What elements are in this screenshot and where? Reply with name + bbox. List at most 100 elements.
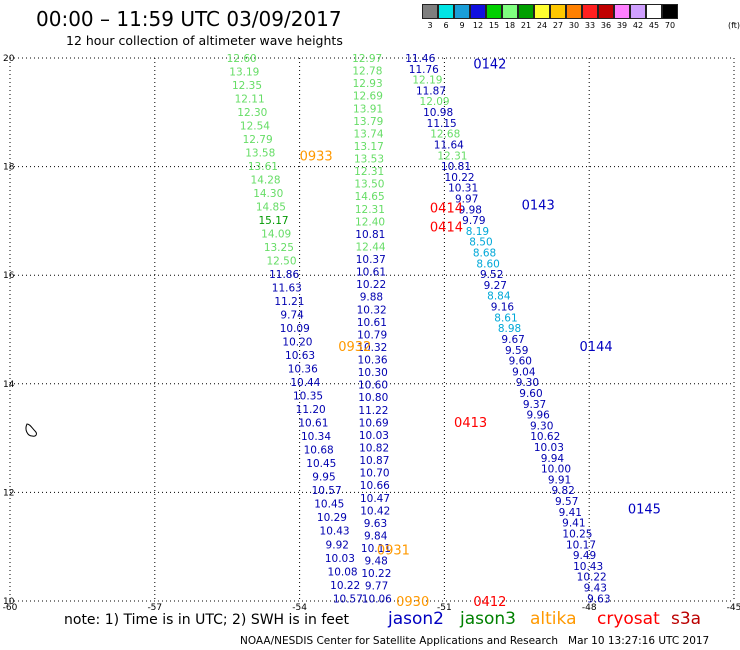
colorbar-label: 9 [459, 21, 465, 30]
wave-height-label: 9.98 [459, 204, 482, 216]
wave-height-label: 9.04 [512, 366, 536, 378]
wave-height-label: 9.95 [312, 472, 335, 484]
colorbar-label: 30 [568, 21, 580, 30]
wave-height-label: 10.69 [359, 417, 389, 429]
wave-height-label: 8.19 [466, 226, 489, 238]
x-tick-label: -51 [437, 603, 452, 613]
wave-height-label: 12.11 [235, 94, 265, 106]
wave-height-label: 10.57 [312, 485, 342, 497]
wave-height-label: 9.91 [548, 474, 571, 486]
wave-height-label: 10.20 [282, 337, 312, 349]
colorbar-swatch [438, 4, 454, 19]
grid-lines [9, 57, 735, 602]
wave-height-label: 10.45 [314, 499, 344, 511]
wave-height-label: 10.30 [358, 367, 388, 379]
colorbar-label: 18 [504, 21, 516, 30]
colorbar-swatch [566, 4, 582, 19]
wave-height-label: 11.64 [434, 139, 464, 151]
timestamp-text: Mar 10 13:27:16 UTC 2017 [568, 635, 710, 647]
wave-height-label: 8.84 [487, 291, 511, 303]
chart-subtitle: 12 hour collection of altimeter wave hei… [66, 33, 343, 48]
wave-height-label: 10.22 [361, 568, 391, 580]
y-tick-label: 10 [3, 597, 15, 607]
wave-height-label: 12.50 [266, 256, 296, 268]
wave-height-label: 11.76 [409, 64, 439, 76]
pass-id-label: 0932 [338, 340, 371, 355]
legend-jason2: jason2 [388, 609, 444, 629]
wave-height-label: 12.60 [227, 53, 257, 65]
wave-height-label: 12.79 [243, 134, 273, 146]
wave-height-label: 15.17 [259, 215, 289, 227]
wave-height-label: 10.63 [285, 350, 315, 362]
colorbar-swatch [550, 4, 566, 19]
wave-height-label: 8.98 [498, 323, 521, 335]
wave-height-label: 10.44 [290, 377, 320, 389]
wave-height-label: 10.22 [330, 580, 360, 592]
wave-height-label: 10.22 [356, 279, 386, 291]
wave-height-label: 12.31 [437, 150, 467, 162]
wave-height-label: 10.37 [356, 254, 386, 266]
wave-height-label: 10.36 [358, 355, 388, 367]
wave-height-label: 11.22 [358, 405, 388, 417]
wave-height-label: 11.21 [274, 296, 304, 308]
colorbar-swatch [630, 4, 646, 19]
colorbar-label: 24 [536, 21, 548, 30]
wave-height-label: 9.77 [365, 581, 388, 593]
wave-height-label: 13.53 [354, 154, 384, 166]
wave-height-label: 12.35 [232, 80, 262, 92]
wave-height-label: 9.96 [526, 410, 550, 422]
colorbar-swatch [598, 4, 614, 19]
pass-id-label: 0414 [430, 201, 463, 216]
pass-id-label: 0930 [396, 595, 429, 610]
colorbar-swatch [502, 4, 518, 19]
wave-height-label: 11.86 [269, 269, 299, 281]
y-tick-label: 20 [3, 54, 15, 64]
wave-height-label: 12.30 [237, 107, 267, 119]
wave-height-label: 12.68 [430, 129, 460, 141]
colorbar-label: 27 [552, 21, 564, 30]
wave-height-label: 14.65 [355, 191, 385, 203]
wave-height-label: 11.15 [427, 118, 457, 130]
wave-height-label: 10.66 [360, 480, 390, 492]
wave-height-label: 14.85 [256, 202, 286, 214]
wave-height-label: 12.78 [352, 66, 382, 78]
wave-height-label: 10.36 [288, 364, 318, 376]
wave-height-label: 10.43 [573, 561, 603, 573]
credit-text: NOAA/NESDIS Center for Satellite Applica… [240, 635, 558, 647]
wave-height-label: 10.11 [361, 543, 391, 555]
y-tick-label: 18 [3, 163, 15, 173]
wave-height-label: 11.87 [416, 85, 446, 97]
legend-jason3: jason3 [460, 609, 516, 629]
wave-height-label: 13.17 [354, 141, 384, 153]
wave-height-label: 10.61 [356, 267, 386, 279]
wave-height-label: 9.30 [516, 377, 539, 389]
x-tick-label: -60 [3, 603, 18, 613]
wave-height-label: 10.08 [328, 566, 358, 578]
wave-height-label: 13.79 [353, 116, 383, 128]
wave-height-label: 10.35 [293, 391, 323, 403]
x-tick-label: -48 [582, 603, 597, 613]
wave-height-label: 13.58 [245, 148, 275, 160]
wave-height-label: 13.61 [248, 161, 278, 173]
wave-height-label: 10.34 [301, 431, 331, 443]
wave-height-label: 10.98 [423, 107, 453, 119]
wave-height-label: 9.82 [551, 485, 574, 497]
wave-height-label: 8.61 [494, 312, 517, 324]
colorbar-swatch [582, 4, 598, 19]
wave-height-label: 10.61 [298, 418, 328, 430]
wave-height-label: 10.43 [320, 526, 350, 538]
wave-height-label: 10.06 [362, 593, 392, 605]
wave-height-label: 8.50 [469, 237, 492, 249]
wave-height-label: 10.57 [333, 593, 363, 605]
wave-height-label: 10.32 [357, 342, 387, 354]
wave-height-label: 12.54 [240, 121, 270, 133]
colorbar-swatch [518, 4, 534, 19]
wave-height-label: 12.09 [420, 96, 450, 108]
wave-height-label: 9.88 [360, 292, 383, 304]
wave-height-label: 12.19 [412, 75, 442, 87]
wave-height-label: 8.68 [473, 248, 496, 260]
colorbar-label: 33 [584, 21, 596, 30]
wave-height-label: 10.79 [357, 329, 387, 341]
y-tick-label: 14 [3, 380, 15, 390]
